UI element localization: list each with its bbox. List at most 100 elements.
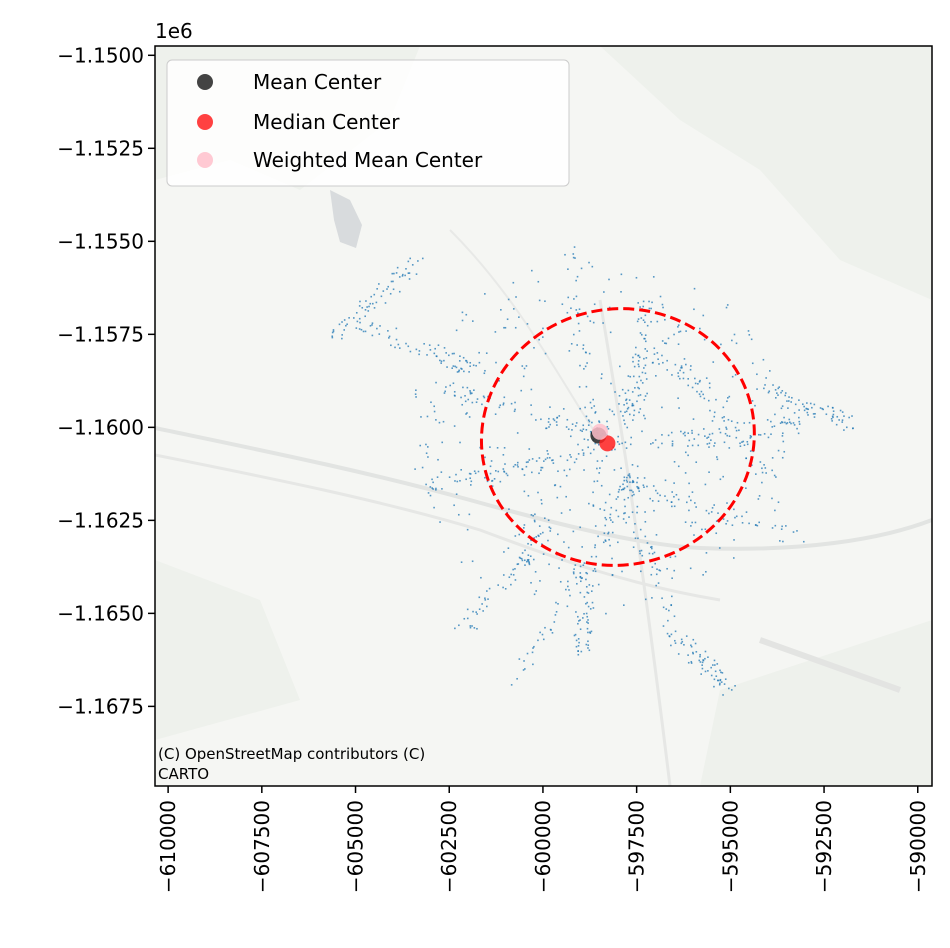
data-point bbox=[645, 378, 648, 380]
data-point bbox=[440, 360, 443, 363]
data-point bbox=[774, 524, 777, 527]
data-point bbox=[528, 561, 530, 563]
data-point bbox=[607, 427, 610, 430]
data-point bbox=[722, 694, 724, 696]
data-point bbox=[792, 531, 795, 533]
data-point bbox=[586, 572, 589, 575]
data-point bbox=[609, 516, 611, 519]
data-point bbox=[454, 480, 456, 482]
data-point bbox=[594, 567, 596, 570]
data-point bbox=[573, 298, 575, 300]
data-point bbox=[708, 386, 711, 389]
data-point bbox=[553, 419, 556, 422]
data-point bbox=[440, 362, 443, 364]
data-point bbox=[601, 373, 603, 375]
data-point bbox=[540, 466, 543, 469]
data-point bbox=[591, 601, 594, 604]
data-point bbox=[644, 337, 646, 340]
data-point bbox=[761, 481, 763, 484]
data-point bbox=[636, 505, 639, 508]
data-point bbox=[632, 531, 635, 534]
data-point bbox=[530, 514, 533, 516]
data-point bbox=[701, 528, 703, 531]
data-point bbox=[431, 487, 433, 489]
data-point bbox=[528, 448, 531, 450]
data-point bbox=[547, 519, 550, 522]
data-point bbox=[680, 642, 683, 645]
data-point bbox=[458, 369, 460, 372]
data-point bbox=[669, 556, 672, 559]
data-point bbox=[512, 465, 515, 468]
data-point bbox=[610, 382, 612, 385]
data-point bbox=[577, 615, 579, 618]
data-point bbox=[715, 520, 718, 522]
data-point bbox=[579, 572, 582, 574]
data-point bbox=[648, 307, 651, 310]
data-point bbox=[739, 445, 742, 448]
data-point bbox=[475, 401, 478, 404]
data-point bbox=[371, 334, 374, 337]
data-point bbox=[629, 481, 631, 483]
data-point bbox=[587, 592, 590, 594]
data-point bbox=[430, 401, 432, 404]
data-point bbox=[716, 679, 719, 682]
data-point bbox=[456, 371, 459, 373]
data-point bbox=[594, 546, 596, 549]
data-point bbox=[644, 340, 647, 343]
data-point bbox=[537, 280, 540, 283]
data-point bbox=[774, 413, 776, 416]
data-point bbox=[674, 363, 677, 366]
data-point bbox=[674, 630, 677, 633]
data-point bbox=[813, 416, 816, 418]
data-point bbox=[605, 612, 607, 615]
data-point bbox=[726, 304, 729, 306]
data-point bbox=[642, 319, 645, 321]
data-point bbox=[455, 366, 458, 369]
data-point bbox=[587, 644, 590, 646]
data-point bbox=[572, 253, 575, 255]
data-point bbox=[841, 411, 844, 413]
data-point bbox=[852, 427, 854, 430]
data-point bbox=[433, 405, 436, 408]
data-point bbox=[520, 389, 523, 392]
data-point bbox=[478, 608, 481, 611]
data-point bbox=[370, 295, 373, 298]
data-point bbox=[521, 468, 524, 470]
data-point bbox=[692, 651, 694, 654]
data-point bbox=[585, 428, 588, 431]
x-tick-label: −592500 bbox=[812, 800, 836, 893]
data-point bbox=[539, 580, 541, 582]
data-point bbox=[653, 353, 656, 355]
data-point bbox=[474, 472, 477, 475]
data-point bbox=[453, 390, 456, 393]
data-point bbox=[467, 398, 470, 401]
data-point bbox=[523, 490, 526, 493]
data-point bbox=[724, 432, 727, 435]
data-point bbox=[453, 504, 455, 507]
data-point bbox=[388, 335, 391, 338]
data-point bbox=[542, 336, 544, 338]
data-point bbox=[587, 419, 590, 421]
data-point bbox=[443, 347, 446, 349]
data-point bbox=[603, 509, 606, 512]
data-point bbox=[549, 423, 552, 426]
data-point bbox=[469, 392, 472, 395]
data-point bbox=[527, 494, 530, 497]
data-point bbox=[455, 473, 457, 476]
data-point bbox=[661, 406, 663, 409]
data-point bbox=[653, 509, 655, 512]
data-point bbox=[458, 360, 461, 362]
data-point bbox=[735, 429, 738, 432]
data-point bbox=[624, 411, 626, 413]
data-point bbox=[687, 654, 689, 656]
data-point bbox=[538, 299, 541, 302]
data-point bbox=[774, 509, 776, 512]
data-point bbox=[734, 426, 737, 429]
data-point bbox=[587, 631, 589, 634]
data-point bbox=[510, 684, 513, 686]
data-point bbox=[547, 421, 550, 423]
data-point bbox=[557, 603, 559, 605]
data-point bbox=[551, 632, 554, 634]
data-point bbox=[763, 433, 766, 435]
data-point bbox=[415, 396, 417, 398]
